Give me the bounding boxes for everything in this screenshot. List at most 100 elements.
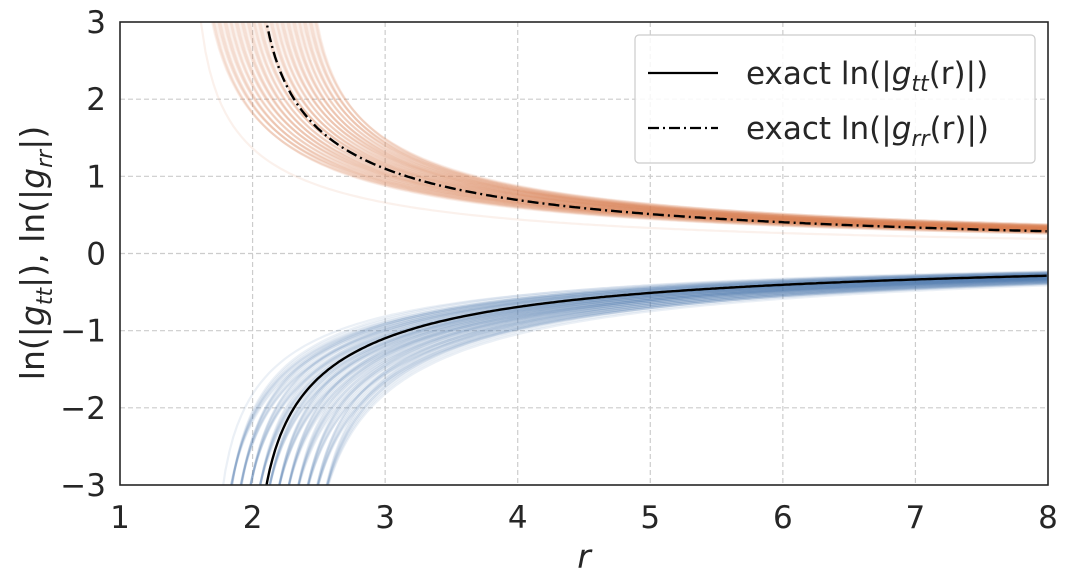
- sample-curve-grr: [291, 22, 1048, 227]
- sample-curve-gtt: [278, 278, 1048, 485]
- sample-curve-grr: [219, 22, 1048, 234]
- y-tick-label: 0: [86, 237, 106, 273]
- line-exact-grr: [265, 22, 1047, 233]
- sample-curve-gtt: [268, 275, 1048, 485]
- sample-curve-grr: [256, 22, 1048, 228]
- sample-curve-gtt: [278, 276, 1048, 485]
- sample-curve-gtt: [316, 280, 1048, 485]
- sample-curve-grr: [298, 22, 1048, 229]
- sample-curve-gtt: [259, 272, 1048, 485]
- y-tick-label: 3: [86, 5, 106, 41]
- y-tick-label: −2: [60, 391, 106, 427]
- sample-curve-gtt: [278, 276, 1048, 485]
- sample-curve-grr: [265, 22, 1048, 231]
- y-axis-label: ln(|gtt|), ln(|grr|): [13, 126, 58, 380]
- sample-curve-grr: [283, 22, 1048, 231]
- sample-curve-grr: [287, 22, 1048, 229]
- sample-curve-grr: [264, 22, 1048, 230]
- legend-label-rr: exact ln(|grr(r)|): [746, 111, 989, 152]
- sample-curve-gtt: [230, 271, 1048, 485]
- legend: exact ln(|gtt(r)|) exact ln(|grr(r)|): [634, 34, 1036, 164]
- sample-curve-grr: [275, 22, 1048, 229]
- sample-curve-grr: [225, 22, 1048, 234]
- sample-curve-grr: [277, 22, 1048, 231]
- sample-curve-grr: [220, 22, 1048, 235]
- x-tick-label: 5: [640, 500, 660, 536]
- sample-curve-gtt: [326, 281, 1048, 485]
- sample-curve-grr: [228, 22, 1048, 231]
- sample-curve-gtt: [316, 281, 1048, 485]
- sample-curve-gtt: [317, 282, 1048, 485]
- sample-curve-grr: [315, 22, 1048, 228]
- sample-curve-grr: [274, 22, 1048, 228]
- sample-curve-gtt: [222, 271, 1048, 485]
- sample-curve-grr: [314, 22, 1048, 227]
- sample-curve-grr: [262, 22, 1048, 228]
- y-tick-label: 1: [86, 159, 106, 195]
- sample-curve-grr: [269, 22, 1048, 229]
- sample-curve-grr: [253, 22, 1048, 231]
- sample-curve-grr: [270, 22, 1048, 230]
- sample-curve-grr: [305, 22, 1048, 230]
- sample-curve-grr: [246, 22, 1048, 230]
- plot-frame: [119, 21, 1049, 486]
- sample-curve-grr: [233, 22, 1048, 229]
- sample-curve-grr: [258, 22, 1048, 230]
- sample-curve-gtt: [297, 277, 1048, 485]
- sample-curve-grr: [297, 22, 1048, 228]
- sample-curve-grr: [288, 22, 1048, 230]
- sample-curve-gtt: [268, 277, 1048, 485]
- sample-curve-grr: [272, 22, 1048, 232]
- sample-curve-gtt: [306, 277, 1048, 485]
- legend-box: [634, 34, 1036, 164]
- sample-curve-gtt: [240, 272, 1048, 485]
- series-lines: [265, 22, 1047, 485]
- sample-curve-gtt: [231, 270, 1048, 485]
- sample-curve-gtt: [230, 271, 1048, 485]
- sample-curve-gtt: [229, 273, 1048, 485]
- sample-curve-gtt: [326, 282, 1048, 485]
- sample-curve-gtt: [316, 279, 1048, 485]
- sample-curve-gtt: [297, 277, 1048, 485]
- sample-curve-grr: [304, 22, 1048, 229]
- x-tick-label: 8: [1038, 500, 1058, 536]
- sample-curve-gtt: [239, 272, 1048, 485]
- sample-curve-gtt: [287, 276, 1048, 485]
- x-tick-labels: 1 2 3 4 5 6 7 8: [110, 500, 1058, 536]
- sample-curve-gtt: [230, 272, 1048, 485]
- sample-curve-gtt: [326, 281, 1048, 485]
- sample-curve-grr: [293, 22, 1048, 230]
- sample-curve-gtt: [239, 273, 1048, 485]
- sample-curve-gtt: [258, 275, 1048, 485]
- sample-curve-gtt: [297, 278, 1048, 485]
- x-axis-label: r: [577, 537, 593, 576]
- x-tick-label: 4: [508, 500, 528, 536]
- line-exact-gtt: [265, 274, 1047, 485]
- sample-curve-grr: [268, 22, 1048, 228]
- sample-curve-grr: [301, 22, 1048, 226]
- x-tick-label: 1: [110, 500, 130, 536]
- sample-curve-grr: [279, 22, 1048, 227]
- sample-curve-gtt: [249, 271, 1048, 485]
- sample-curve-grr: [309, 22, 1048, 228]
- sample-curve-grr: [271, 22, 1048, 231]
- sample-curve-gtt: [239, 271, 1048, 485]
- sample-curve-gtt: [297, 276, 1048, 485]
- sample-curve-gtt: [316, 279, 1048, 485]
- sample-curve-grr: [248, 22, 1048, 233]
- sample-curve-gtt: [297, 279, 1048, 485]
- y-tick-label: −1: [60, 314, 106, 350]
- sample-curve-grr: [280, 22, 1048, 228]
- sample-curve-grr: [286, 22, 1048, 228]
- sample-curve-grr: [231, 22, 1048, 234]
- sample-curve-gtt: [287, 276, 1048, 485]
- sample-curve-grr: [276, 22, 1048, 230]
- sample-curve-gtt: [230, 273, 1048, 485]
- sample-curve-grr: [285, 22, 1048, 227]
- sample-curve-gtt: [259, 277, 1048, 485]
- sample-curve-grr: [213, 22, 1048, 235]
- sample-curve-grr: [263, 22, 1048, 229]
- sample-curve-gtt: [298, 281, 1048, 485]
- sample-curve-gtt: [269, 276, 1048, 485]
- sample-curve-gtt: [306, 278, 1048, 485]
